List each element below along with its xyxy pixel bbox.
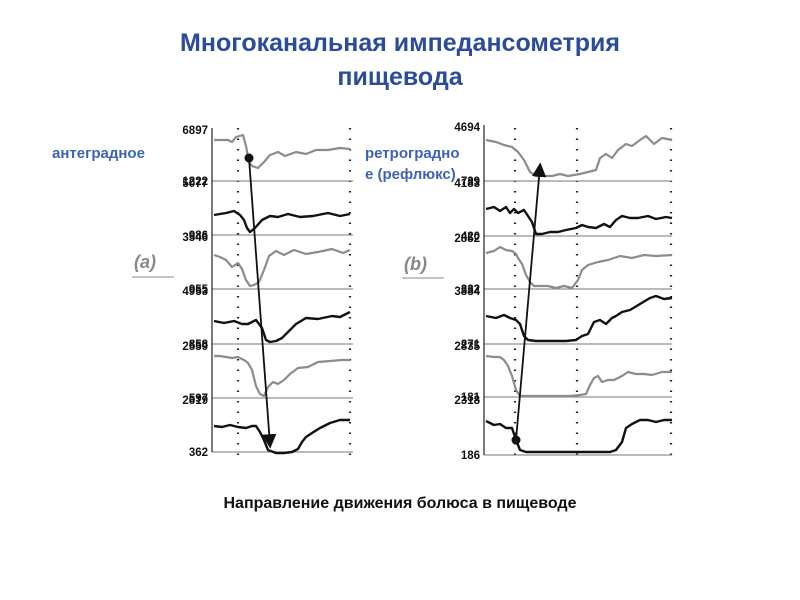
- impedance-trace: [213, 209, 351, 234]
- tick-label: 2619: [182, 395, 208, 407]
- impedance-trace: [214, 354, 350, 398]
- impedance-trace: [213, 310, 351, 344]
- tick-label: 4183: [454, 178, 480, 190]
- tick-label: 2835: [454, 341, 480, 353]
- tick-label: 181: [461, 392, 481, 404]
- tick-label: 1222: [182, 176, 208, 188]
- tick-label: 420: [461, 231, 480, 243]
- tick-label: 186: [461, 450, 480, 462]
- impedance-trace: [485, 294, 673, 343]
- impedance-trace: [214, 133, 351, 170]
- tick-label: 332: [461, 284, 480, 296]
- arrow-origin-dot: [511, 435, 521, 445]
- tick-label: 739: [461, 176, 480, 188]
- tick-label: 4953: [182, 286, 208, 298]
- antegrade-label: антеградное: [52, 145, 145, 162]
- tick-label: 3546: [182, 232, 208, 244]
- tick-label: 2852: [454, 233, 480, 245]
- impedance-trace: [485, 205, 673, 236]
- tick-label: 4694: [454, 122, 480, 134]
- figure-caption: Направление движения болюса в пищеводе: [223, 495, 577, 512]
- tick-label: 362: [189, 447, 208, 459]
- tick-label: 271: [461, 339, 481, 351]
- retrograde-label: ретроградное (рефлюкс): [365, 145, 460, 183]
- tick-label: 597: [189, 393, 208, 405]
- panel-label: (b): [404, 254, 427, 274]
- impedance-trace: [213, 418, 350, 455]
- tick-label: 955: [189, 284, 209, 296]
- tick-label: 2318: [454, 395, 480, 407]
- impedance-trace: [485, 418, 672, 454]
- tick-label: 2559: [182, 341, 208, 353]
- tick-label: 6897: [182, 125, 208, 137]
- tick-label: 3884: [454, 286, 480, 298]
- bolus-direction-arrow: [515, 162, 547, 441]
- tick-label: 986: [189, 230, 208, 242]
- impedance-trace: [485, 245, 673, 290]
- tick-label: 858: [189, 339, 209, 351]
- bolus-direction-arrow: [248, 157, 277, 449]
- slide-title: Многоканальная импедансометрия пищевода: [0, 26, 800, 94]
- impedance-trace: [485, 354, 672, 398]
- tick-label: 5077: [182, 178, 208, 190]
- title-line-1: Многоканальная импедансометрия: [180, 29, 620, 57]
- impedance-trace: [485, 134, 673, 178]
- panel-label: (a): [134, 252, 156, 272]
- impedance-trace: [213, 247, 351, 288]
- title-line-2: пищевода: [337, 63, 463, 91]
- arrow-origin-dot: [244, 153, 254, 163]
